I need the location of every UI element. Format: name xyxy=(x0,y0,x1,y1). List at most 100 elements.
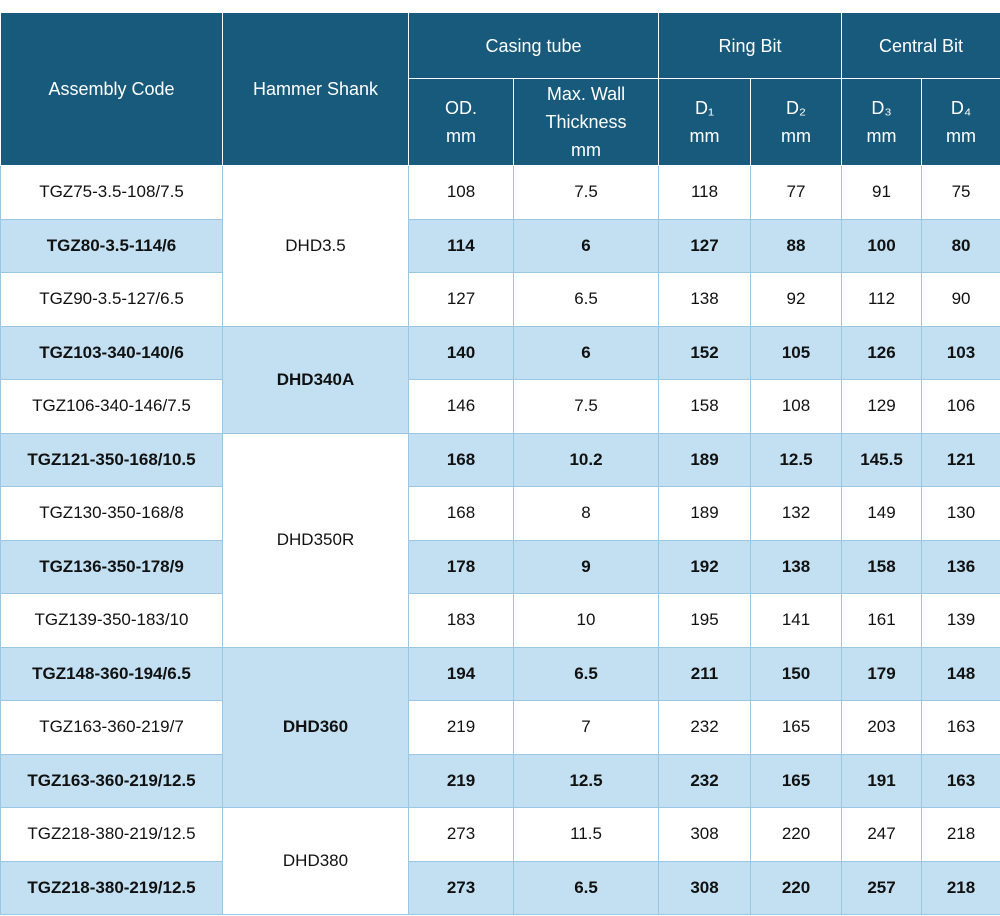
table-cell: 149 xyxy=(841,486,923,541)
spec-table: Assembly Code Hammer Shank Casing tube R… xyxy=(0,12,1000,915)
table-cell: 194 xyxy=(408,646,514,701)
table-cell: 90 xyxy=(921,272,1000,327)
table-cell: 141 xyxy=(750,593,843,648)
table-cell: 7.5 xyxy=(512,165,660,220)
header-line: mm xyxy=(571,140,601,160)
table-row: TGZ218-380-219/12.5 273 6.5 308 220 257 218 xyxy=(0,860,1000,915)
table-row: TGZ163-360-219/12.5 219 12.5 232 165 191 163 xyxy=(0,753,1000,808)
table-cell: 91 xyxy=(841,165,923,220)
table-cell: TGZ163-360-219/7 xyxy=(0,700,223,755)
table-cell: 232 xyxy=(658,700,752,755)
table-cell: 6 xyxy=(512,325,660,380)
table-row: TGZ90-3.5-127/6.5 127 6.5 138 92 112 90 xyxy=(0,272,1000,327)
table-cell: 10.2 xyxy=(512,432,660,487)
header-line: Max. Wall xyxy=(546,84,626,104)
table-cell: TGZ103-340-140/6 xyxy=(0,325,223,380)
table-cell: TGZ139-350-183/10 xyxy=(0,593,223,648)
table-cell: 80 xyxy=(921,218,1000,273)
table-cell: 140 xyxy=(408,325,514,380)
table-cell: 75 xyxy=(921,165,1000,220)
table-cell: 163 xyxy=(921,700,1000,755)
table-cell: 108 xyxy=(750,379,843,434)
header-cell: D₁ mm xyxy=(658,78,752,166)
hammer-shank-cell: DHD340A xyxy=(222,325,409,434)
table-cell: 232 xyxy=(658,753,752,808)
header-line: OD. xyxy=(444,98,477,118)
hammer-shank-cell: DHD380 xyxy=(222,807,409,915)
table-cell: 6.5 xyxy=(512,646,660,701)
table-cell: 7 xyxy=(512,700,660,755)
table-cell: 183 xyxy=(408,593,514,648)
table-cell: 138 xyxy=(750,539,843,594)
hammer-shank-cell: DHD3.5 xyxy=(222,165,409,327)
table-cell: 218 xyxy=(921,860,1000,915)
table-cell: 220 xyxy=(750,860,843,915)
table-row: TGZ121-350-168/10.5 DHD350R 168 10.2 189 12.5… xyxy=(0,432,1000,648)
table-row: TGZ130-350-168/8 168 8 189 132 149 130 xyxy=(0,486,1000,541)
table-cell: 77 xyxy=(750,165,843,220)
header-line: mm xyxy=(689,126,720,146)
table-row: TGZ75-3.5-108/7.5 DHD3.5 108 7.5 118 77 91 75 xyxy=(0,165,1000,327)
table-cell: TGZ75-3.5-108/7.5 xyxy=(0,165,223,220)
table-cell: 179 xyxy=(841,646,923,701)
table-row: TGZ80-3.5-114/6 114 6 127 88 100 80 xyxy=(0,218,1000,273)
table-cell: 257 xyxy=(841,860,923,915)
table-cell: 163 xyxy=(921,753,1000,808)
table-cell: 126 xyxy=(841,325,923,380)
table-cell: 146 xyxy=(408,379,514,434)
table-cell: 132 xyxy=(750,486,843,541)
table-cell: 308 xyxy=(658,807,752,862)
table-row: TGZ103-340-140/6 DHD340A 140 6 152 105 126 103 xyxy=(0,325,1000,434)
table-cell: 105 xyxy=(750,325,843,380)
table-cell: 191 xyxy=(841,753,923,808)
table-cell: 218 xyxy=(921,807,1000,862)
table-cell: 211 xyxy=(658,646,752,701)
table-cell: 108 xyxy=(408,165,514,220)
header-cell: Ring Bit xyxy=(658,12,843,79)
table-cell: 130 xyxy=(921,486,1000,541)
header-cell: D₂ mm xyxy=(750,78,843,166)
table-cell: TGZ130-350-168/8 xyxy=(0,486,223,541)
header-cell: Max. Wall Thickness mm xyxy=(512,78,660,166)
header-cell: OD. mm xyxy=(408,78,514,166)
header-cell: Casing tube xyxy=(407,12,660,79)
header-line: Thickness xyxy=(545,112,627,132)
header-cell: Assembly Code xyxy=(0,12,223,166)
table-cell: 168 xyxy=(408,486,514,541)
table-cell: 178 xyxy=(408,539,514,594)
table-cell: 103 xyxy=(921,325,1000,380)
table-cell: TGZ148-360-194/6.5 xyxy=(0,646,223,701)
table-cell: 106 xyxy=(921,379,1000,434)
table-cell: 152 xyxy=(658,325,752,380)
table-cell: 100 xyxy=(841,218,923,273)
header-line: mm xyxy=(866,126,897,146)
table-cell: 10 xyxy=(512,593,660,648)
table-cell: TGZ218-380-219/12.5 xyxy=(0,860,223,915)
header-cell: D₃ mm xyxy=(841,78,923,166)
table-cell: 189 xyxy=(658,486,752,541)
table-cell: 161 xyxy=(841,593,923,648)
table-cell: 6.5 xyxy=(512,272,660,327)
table-cell: 129 xyxy=(841,379,923,434)
table-cell: 219 xyxy=(408,700,514,755)
table-cell: 139 xyxy=(921,593,1000,648)
header-line: D₃ xyxy=(871,98,892,118)
hammer-shank-cell: DHD350R xyxy=(222,432,409,648)
table-cell: 8 xyxy=(512,486,660,541)
table-cell: 127 xyxy=(408,272,514,327)
table-cell: 189 xyxy=(658,432,752,487)
header-line: mm xyxy=(446,126,476,146)
table-cell: 88 xyxy=(750,218,843,273)
header-cell: Hammer Shank xyxy=(222,12,409,166)
table-cell: TGZ90-3.5-127/6.5 xyxy=(0,272,223,327)
table-cell: 165 xyxy=(750,700,843,755)
header-cell: Central Bit xyxy=(841,12,1000,79)
table-cell: TGZ106-340-146/7.5 xyxy=(0,379,223,434)
table-cell: 127 xyxy=(658,218,752,273)
table-cell: TGZ136-350-178/9 xyxy=(0,539,223,594)
hammer-shank-cell: DHD360 xyxy=(222,646,409,808)
header-line: D₁ xyxy=(694,98,715,118)
table-cell: 192 xyxy=(658,539,752,594)
table-cell: 247 xyxy=(841,807,923,862)
